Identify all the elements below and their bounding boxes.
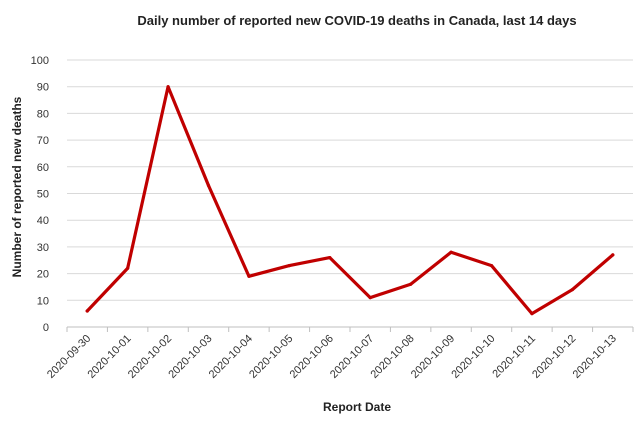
- chart-title: Daily number of reported new COVID-19 de…: [137, 13, 576, 28]
- x-axis-label: Report Date: [323, 400, 391, 414]
- data-point: [206, 183, 211, 188]
- data-point: [166, 85, 170, 89]
- data-point: [126, 266, 130, 270]
- data-point: [85, 309, 89, 313]
- x-tick-labels: 2020-09-302020-10-012020-10-022020-10-03…: [45, 333, 619, 381]
- y-tick-label: 40: [37, 215, 49, 227]
- y-tick-label: 0: [43, 322, 49, 334]
- data-point: [368, 296, 372, 300]
- data-point: [611, 253, 615, 257]
- series-layer: [85, 85, 615, 316]
- data-point: [287, 263, 291, 268]
- series-line: [85, 85, 615, 316]
- y-tick-label: 30: [37, 242, 49, 254]
- data-point: [530, 312, 534, 316]
- data-point: [489, 263, 494, 268]
- y-tick-label: 20: [37, 269, 49, 281]
- x-tick-label: 2020-10-10: [449, 333, 497, 381]
- y-tick-label: 70: [37, 135, 49, 147]
- axes: [66, 326, 634, 332]
- x-tick-label: 2020-10-13: [571, 333, 619, 381]
- data-point: [449, 250, 453, 254]
- data-point: [328, 255, 332, 260]
- y-axis-label: Number of reported new deaths: [10, 96, 24, 277]
- data-point: [570, 288, 574, 292]
- y-tick-label: 80: [37, 108, 49, 120]
- y-tick-label: 10: [37, 295, 49, 307]
- data-point: [247, 274, 251, 278]
- y-tick-label: 100: [31, 55, 49, 67]
- y-tick-label: 90: [37, 82, 49, 94]
- grid: [67, 59, 633, 301]
- data-point: [409, 282, 413, 286]
- y-tick-labels: 0 10 20 30 40 50 60 70 80 90 100: [31, 55, 49, 334]
- y-tick-label: 50: [37, 189, 49, 201]
- y-tick-label: 60: [37, 162, 49, 174]
